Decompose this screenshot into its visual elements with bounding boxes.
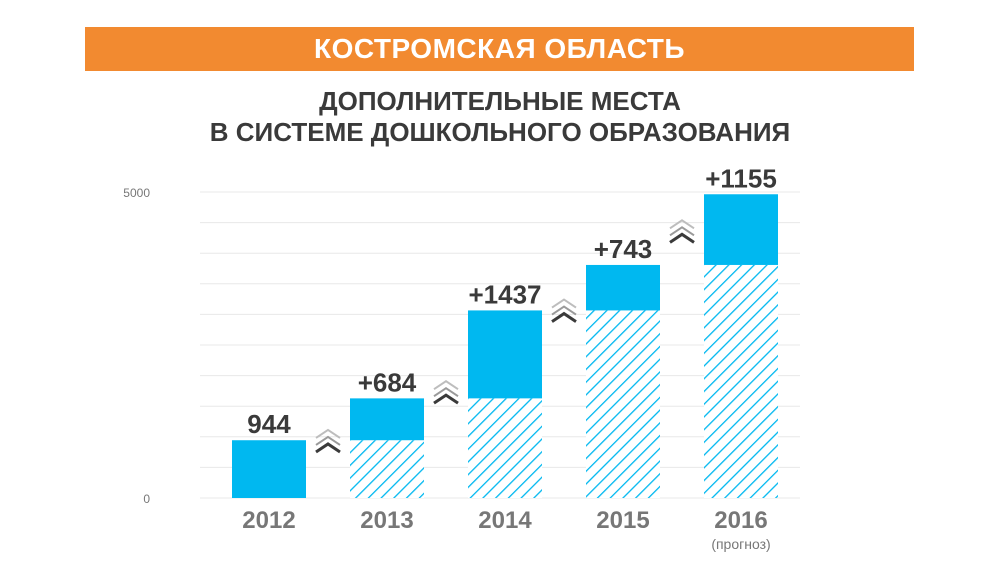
bar-base-segment	[704, 264, 778, 498]
bar-added-segment	[586, 264, 660, 311]
growth-arrows	[315, 219, 695, 454]
x-tick-note: (прогноз)	[711, 536, 770, 552]
bars	[232, 194, 778, 498]
y-axis-ticks: 0 5000	[123, 186, 150, 506]
bar-added-segment	[232, 440, 306, 498]
x-tick-label: 2012	[242, 507, 295, 534]
y-tick-label: 0	[143, 492, 150, 506]
growth-arrow-icon	[315, 428, 341, 454]
bar-base-segment	[350, 440, 424, 498]
data-label: 944	[247, 409, 291, 439]
region-banner: КОСТРОМСКАЯ ОБЛАСТЬ	[85, 27, 914, 71]
x-tick-label: 2015	[596, 507, 649, 534]
growth-arrow-icon	[551, 298, 577, 323]
chart-title-line-2: В СИСТЕМЕ ДОШКОЛЬНОГО ОБРАЗОВАНИЯ	[209, 117, 791, 147]
bar-base-segment	[586, 310, 660, 498]
data-label: +684	[358, 367, 417, 397]
labels: 944 2012 +684 2013 +1437 2014 +743 2015 +1155 201…	[242, 163, 776, 552]
growth-arrow-icon	[669, 219, 695, 244]
bar-added-segment	[704, 194, 778, 265]
data-label: +1155	[705, 163, 777, 193]
data-label: +1437	[468, 279, 541, 309]
y-tick-label: 5000	[123, 186, 150, 200]
chart-title-line-1: ДОПОЛНИТЕЛЬНЫЕ МЕСТА	[319, 86, 681, 116]
region-title: КОСТРОМСКАЯ ОБЛАСТЬ	[314, 33, 685, 64]
chart-title: ДОПОЛНИТЕЛЬНЫЕ МЕСТА В СИСТЕМЕ ДОШКОЛЬНО…	[0, 86, 1000, 148]
bar-added-segment	[350, 398, 424, 441]
growth-arrow-icon	[433, 379, 459, 405]
data-label: +743	[594, 234, 653, 264]
x-tick-label: 2014	[478, 507, 532, 534]
x-tick-label: 2013	[360, 507, 413, 534]
bar-added-segment	[468, 310, 542, 399]
bar-base-segment	[468, 398, 542, 498]
x-tick-label: 2016	[714, 507, 767, 534]
